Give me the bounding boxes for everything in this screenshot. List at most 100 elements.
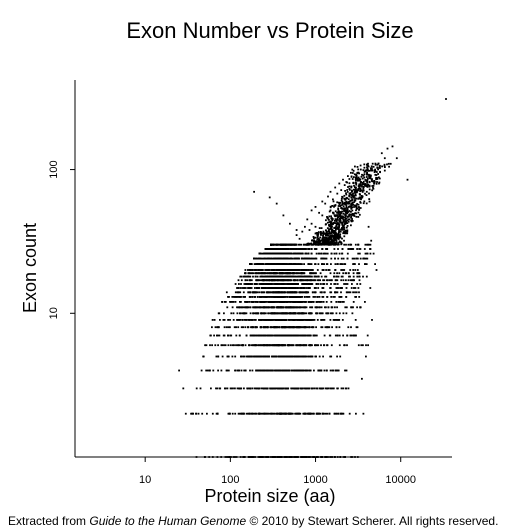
data-point bbox=[345, 226, 348, 229]
data-point bbox=[336, 218, 338, 221]
data-point bbox=[239, 291, 242, 294]
data-point bbox=[267, 312, 269, 315]
data-point bbox=[335, 301, 338, 303]
data-point bbox=[224, 344, 227, 347]
data-point bbox=[275, 334, 278, 337]
data-point bbox=[334, 230, 336, 232]
data-point bbox=[360, 344, 363, 347]
data-point bbox=[242, 326, 244, 329]
data-point bbox=[337, 248, 339, 250]
data-point bbox=[327, 456, 329, 458]
data-point bbox=[289, 272, 292, 275]
data-point bbox=[276, 283, 279, 285]
data-point bbox=[250, 355, 253, 358]
data-point bbox=[312, 236, 315, 238]
data-point bbox=[292, 369, 295, 372]
data-point bbox=[351, 209, 354, 212]
data-point bbox=[315, 240, 318, 243]
data-point bbox=[298, 287, 301, 289]
data-point bbox=[341, 222, 344, 225]
data-point bbox=[300, 279, 302, 282]
data-point bbox=[282, 306, 285, 309]
data-point bbox=[238, 296, 240, 298]
data-point bbox=[272, 344, 274, 347]
data-point bbox=[269, 387, 271, 390]
data-point bbox=[330, 456, 333, 458]
data-point bbox=[303, 412, 306, 415]
data-point bbox=[238, 291, 240, 294]
data-point bbox=[324, 456, 326, 458]
data-point bbox=[209, 344, 211, 347]
data-point bbox=[293, 296, 296, 298]
data-point bbox=[290, 252, 292, 255]
data-point bbox=[278, 252, 281, 255]
data-point bbox=[261, 269, 263, 271]
data-point bbox=[283, 272, 286, 275]
data-point bbox=[356, 326, 359, 329]
data-point bbox=[270, 248, 272, 250]
data-point bbox=[365, 275, 368, 278]
data-point bbox=[332, 212, 335, 215]
data-point bbox=[336, 223, 339, 225]
data-point bbox=[356, 203, 358, 205]
data-point bbox=[300, 301, 303, 303]
data-point bbox=[239, 287, 242, 289]
data-point bbox=[302, 412, 305, 415]
data-point bbox=[280, 272, 282, 275]
data-point bbox=[350, 185, 353, 188]
data-point bbox=[259, 296, 262, 298]
data-point bbox=[310, 312, 313, 315]
data-point bbox=[247, 326, 250, 329]
data-point bbox=[315, 287, 317, 289]
data-point bbox=[263, 456, 265, 458]
data-point bbox=[338, 226, 340, 228]
data-point bbox=[365, 184, 367, 187]
data-point bbox=[254, 319, 257, 321]
data-point bbox=[347, 215, 349, 218]
data-point bbox=[279, 263, 282, 265]
data-point bbox=[338, 217, 341, 220]
data-point bbox=[249, 369, 251, 372]
data-point bbox=[327, 232, 330, 235]
data-point bbox=[341, 223, 344, 226]
data-point bbox=[264, 312, 267, 315]
data-point bbox=[320, 387, 322, 390]
data-point bbox=[288, 279, 291, 282]
data-point bbox=[260, 269, 263, 271]
data-point bbox=[265, 306, 268, 309]
data-point bbox=[366, 181, 369, 184]
data-point bbox=[283, 243, 286, 246]
data-point bbox=[339, 205, 342, 207]
data-point bbox=[256, 369, 258, 372]
data-point bbox=[347, 279, 350, 282]
data-point bbox=[345, 206, 348, 209]
data-point bbox=[277, 319, 280, 321]
data-point bbox=[278, 312, 281, 315]
data-point bbox=[216, 456, 219, 458]
data-point bbox=[335, 291, 338, 294]
data-point bbox=[329, 387, 332, 390]
data-point bbox=[226, 306, 229, 309]
data-point bbox=[235, 296, 238, 298]
data-point bbox=[337, 287, 340, 289]
data-point bbox=[371, 189, 374, 192]
data-point bbox=[364, 184, 366, 187]
data-point bbox=[259, 355, 261, 358]
data-point bbox=[241, 312, 244, 315]
data-point bbox=[316, 269, 319, 271]
data-point bbox=[326, 412, 329, 415]
data-point bbox=[295, 369, 297, 372]
data-point bbox=[355, 205, 358, 208]
data-point bbox=[334, 204, 337, 207]
data-point bbox=[365, 190, 368, 193]
data-point bbox=[330, 240, 333, 242]
data-point bbox=[314, 236, 317, 239]
data-point bbox=[343, 232, 346, 235]
data-point bbox=[319, 456, 322, 458]
data-point bbox=[272, 312, 275, 315]
data-point bbox=[264, 456, 267, 458]
data-point bbox=[235, 344, 237, 347]
data-point bbox=[323, 239, 326, 242]
data-point bbox=[345, 211, 348, 214]
data-point bbox=[378, 181, 381, 184]
